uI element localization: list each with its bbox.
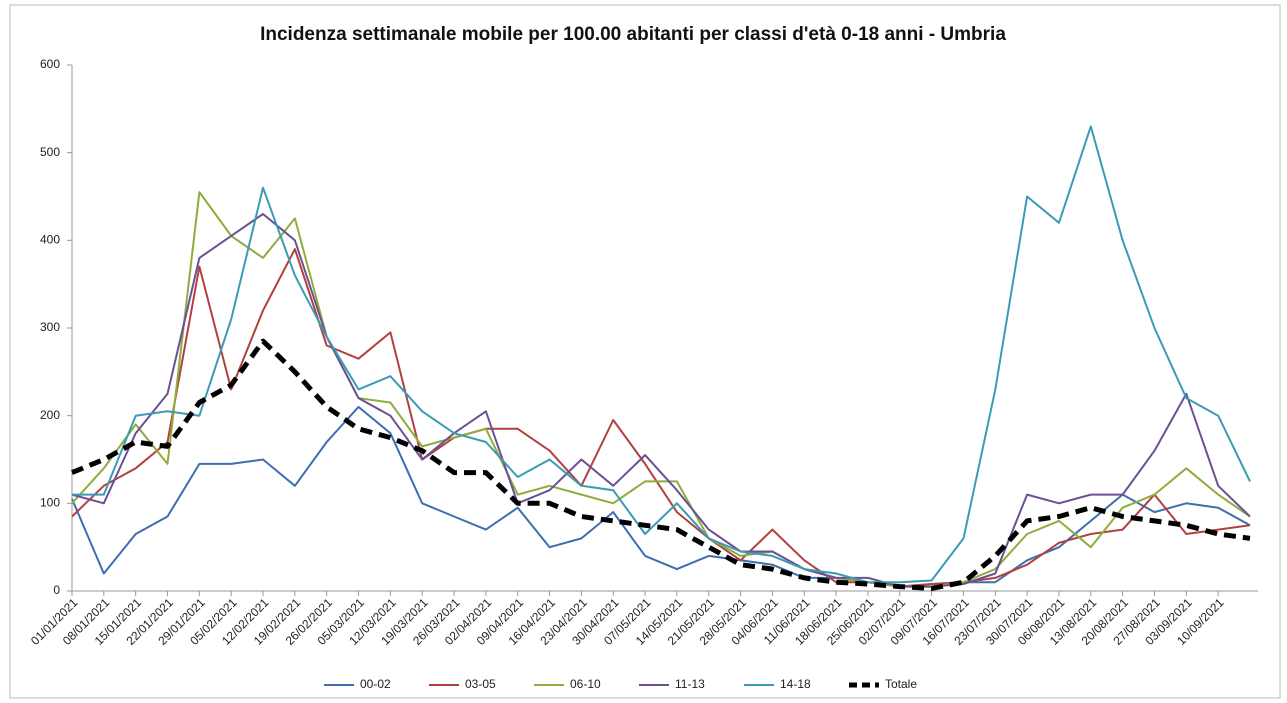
legend-label: 11-13 [675,677,705,691]
legend-label: 14-18 [780,677,811,691]
chart-title: Incidenza settimanale mobile per 100.00 … [260,24,1006,45]
y-tick-label: 100 [40,496,60,510]
legend-label: 03-05 [465,677,496,691]
y-tick-label: 0 [53,583,60,597]
series-line [71,405,1251,588]
series-line [71,213,1251,588]
y-tick-label: 300 [40,320,60,334]
y-tick-label: 500 [40,145,60,159]
series-line [71,191,1251,588]
series-line [71,248,1251,588]
y-tick-label: 200 [40,408,60,422]
y-tick-label: 600 [40,57,60,71]
series-line [72,125,1251,584]
y-tick-label: 400 [40,233,60,247]
series-line [71,338,1251,591]
legend-label: 06-10 [570,677,601,691]
legend-label: Totale [885,677,917,691]
legend-label: 00-02 [360,677,391,691]
